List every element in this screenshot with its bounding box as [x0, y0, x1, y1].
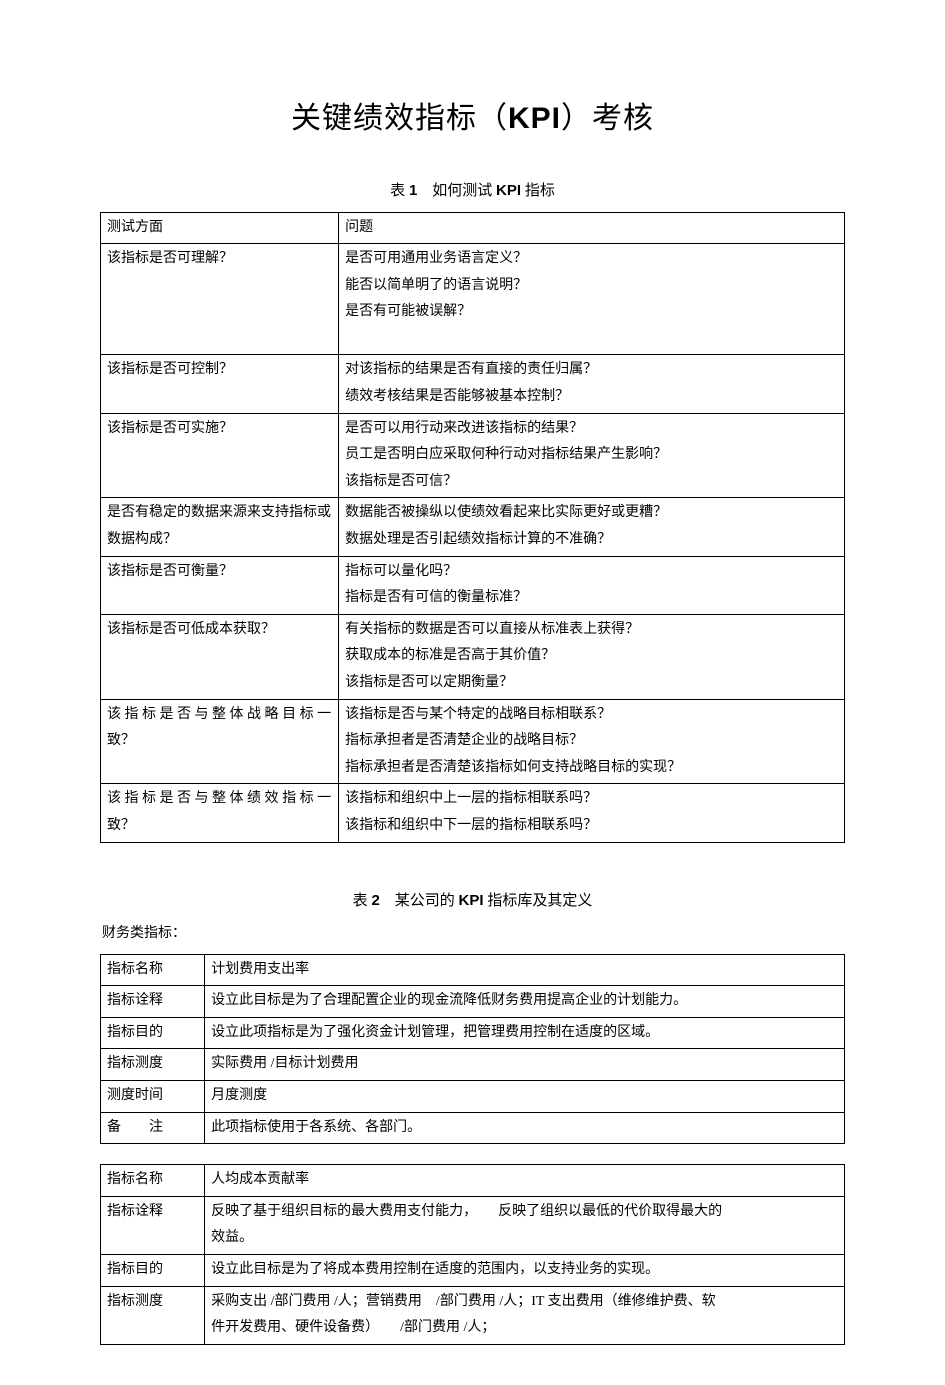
table2-label-cell: 指标诠释: [101, 986, 205, 1018]
table1-aspect-cell: 该指标是否与整体绩效指标一致？: [101, 784, 339, 842]
table1-aspect-cell: 该指标是否与整体战略目标一致？: [101, 699, 339, 784]
table2-label-cell: 测度时间: [101, 1081, 205, 1113]
table1-question-cell: 该指标是否与某个特定的战略目标相联系？指标承担者是否清楚企业的战略目标？指标承担…: [339, 699, 845, 784]
table2-value-cell: 设立此项指标是为了强化资金计划管理，把管理费用控制在适度的区域。: [205, 1017, 845, 1049]
table2: 指标名称计划费用支出率指标诠释设立此目标是为了合理配置企业的现金流降低财务费用提…: [100, 954, 845, 1145]
table1-aspect-cell: 是否有稳定的数据来源来支持指标或数据构成？: [101, 498, 339, 556]
table1-header-cell: 问题: [339, 212, 845, 244]
table1-aspect-cell: 该指标是否可低成本获取？: [101, 614, 339, 699]
table3-value-cell: 设立此目标是为了将成本费用控制在适度的范围内，以支持业务的实现。: [205, 1255, 845, 1287]
table2-value-cell: 实际费用 /目标计划费用: [205, 1049, 845, 1081]
table3-label-cell: 指标测度: [101, 1286, 205, 1344]
table3-value-cell: 人均成本贡献率: [205, 1165, 845, 1197]
title-part-3: ）考核: [561, 102, 654, 135]
table1-header-cell: 测试方面: [101, 212, 339, 244]
table3-label-cell: 指标名称: [101, 1165, 205, 1197]
title-part-1: 关键绩效指标（: [291, 102, 508, 135]
table1-aspect-cell: 该指标是否可控制？: [101, 355, 339, 413]
table1-aspect-cell: 该指标是否可理解？: [101, 244, 339, 355]
table1-aspect-cell: 该指标是否可衡量？: [101, 556, 339, 614]
table3-value-cell: 反映了基于组织目标的最大费用支付能力， 反映了组织以最低的代价取得最大的效益。: [205, 1196, 845, 1254]
table1-question-cell: 数据能否被操纵以使绩效看起来比实际更好或更糟？数据处理是否引起绩效指标计算的不准…: [339, 498, 845, 556]
table2-value-cell: 设立此目标是为了合理配置企业的现金流降低财务费用提高企业的计划能力。: [205, 986, 845, 1018]
table1-caption: 表 1 如何测试 KPI 指标: [100, 177, 845, 206]
table2-caption: 表 2 某公司的 KPI 指标库及其定义: [100, 887, 845, 916]
table1-question-cell: 有关指标的数据是否可以直接从标准表上获得？获取成本的标准是否高于其价值？该指标是…: [339, 614, 845, 699]
table2-label-cell: 指标名称: [101, 954, 205, 986]
table1-question-cell: 指标可以量化吗？指标是否有可信的衡量标准？: [339, 556, 845, 614]
table3: 指标名称人均成本贡献率指标诠释反映了基于组织目标的最大费用支付能力， 反映了组织…: [100, 1164, 845, 1345]
table3-label-cell: 指标目的: [101, 1255, 205, 1287]
table1-question-cell: 是否可用通用业务语言定义？能否以简单明了的语言说明？是否有可能被误解？: [339, 244, 845, 355]
table1-question-cell: 该指标和组织中上一层的指标相联系吗？该指标和组织中下一层的指标相联系吗？: [339, 784, 845, 842]
table1-question-cell: 对该指标的结果是否有直接的责任归属？绩效考核结果是否能够被基本控制？: [339, 355, 845, 413]
table2-label-cell: 备 注: [101, 1112, 205, 1144]
page-title: 关键绩效指标（KPI）考核: [100, 90, 845, 147]
table1: 测试方面问题该指标是否可理解？是否可用通用业务语言定义？能否以简单明了的语言说明…: [100, 212, 845, 843]
table2-value-cell: 计划费用支出率: [205, 954, 845, 986]
finance-subhead: 财务类指标：: [102, 921, 845, 948]
table2-label-cell: 指标目的: [101, 1017, 205, 1049]
table1-question-cell: 是否可以用行动来改进该指标的结果？员工是否明白应采取何种行动对指标结果产生影响？…: [339, 413, 845, 498]
table2-label-cell: 指标测度: [101, 1049, 205, 1081]
table1-aspect-cell: 该指标是否可实施？: [101, 413, 339, 498]
table2-value-cell: 月度测度: [205, 1081, 845, 1113]
title-kpi: KPI: [508, 102, 561, 135]
table2-value-cell: 此项指标使用于各系统、各部门。: [205, 1112, 845, 1144]
table3-label-cell: 指标诠释: [101, 1196, 205, 1254]
table3-value-cell: 采购支出 /部门费用 /人；营销费用 /部门费用 /人；IT 支出费用（维修维护…: [205, 1286, 845, 1344]
